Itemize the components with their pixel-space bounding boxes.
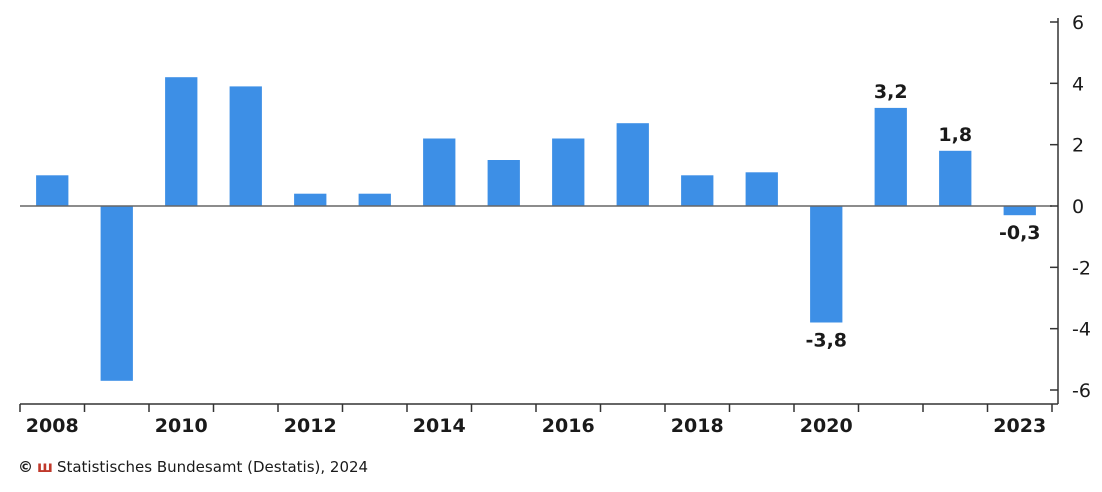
copyright-symbol: © bbox=[18, 458, 33, 476]
bar-2009 bbox=[100, 206, 133, 381]
source-note: © ш Statistisches Bundesamt (Destatis), … bbox=[18, 458, 368, 476]
bar-2019 bbox=[745, 172, 778, 206]
y-tick-label: 2 bbox=[1072, 135, 1084, 157]
bar-2018 bbox=[681, 175, 714, 206]
source-text: Statistisches Bundesamt (Destatis), 2024 bbox=[56, 458, 369, 476]
bar-2010 bbox=[165, 77, 198, 206]
data-label: 1,8 bbox=[938, 124, 972, 146]
y-tick-label: 0 bbox=[1072, 196, 1084, 218]
bar-2022 bbox=[939, 150, 972, 206]
bar-2011 bbox=[229, 86, 262, 206]
x-tick-label: 2010 bbox=[155, 415, 208, 437]
bar-2020 bbox=[810, 206, 843, 323]
x-tick-label: 2014 bbox=[413, 415, 466, 437]
y-tick-label: 4 bbox=[1072, 73, 1084, 95]
data-label: -3,8 bbox=[805, 330, 847, 352]
x-tick-label: 2012 bbox=[284, 415, 337, 437]
bar-2016 bbox=[552, 138, 585, 206]
x-tick-label: 2023 bbox=[993, 415, 1046, 437]
x-tick-label: 2008 bbox=[26, 415, 79, 437]
bar-2008 bbox=[36, 175, 69, 206]
bar-2013 bbox=[358, 193, 391, 206]
bar-2012 bbox=[294, 193, 327, 206]
x-tick-label: 2020 bbox=[800, 415, 853, 437]
bar-2017 bbox=[616, 123, 649, 206]
data-label: 3,2 bbox=[874, 81, 908, 103]
y-tick-label: -4 bbox=[1072, 319, 1091, 341]
bar-chart: 6 4 2 0 -2 -4 -6 2008 2010 2012 2014 2016 2018 2020 20… bbox=[19, 12, 1091, 437]
y-tick-label: -2 bbox=[1072, 257, 1091, 279]
data-label: -0,3 bbox=[999, 222, 1041, 244]
x-tick-label: 2016 bbox=[542, 415, 595, 437]
bar-2021 bbox=[874, 107, 907, 206]
bar-2015 bbox=[487, 160, 520, 206]
y-tick-label: 6 bbox=[1072, 12, 1084, 34]
y-tick-label: -6 bbox=[1072, 380, 1091, 402]
destatis-logo-icon: ш bbox=[37, 458, 53, 476]
bar-2014 bbox=[423, 138, 456, 206]
bar-2023 bbox=[1003, 206, 1036, 216]
x-tick-label: 2018 bbox=[671, 415, 724, 437]
